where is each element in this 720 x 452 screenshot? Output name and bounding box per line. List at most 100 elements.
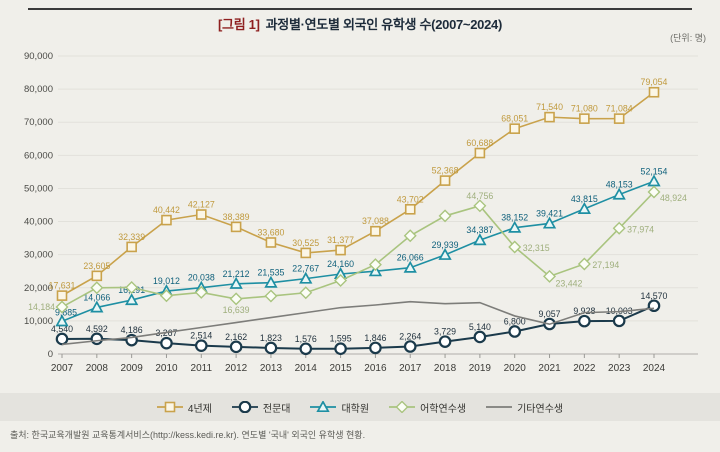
- data-label: 31,377: [327, 235, 354, 245]
- figure-title-text: 과정별·연도별 외국인 유학생 수(2007~2024): [265, 17, 503, 32]
- series-marker-대학원: [542, 216, 557, 229]
- x-axis-tick-label: 2019: [469, 363, 492, 374]
- data-label: 23,442: [556, 278, 583, 288]
- x-axis-tick-label: 2024: [643, 363, 666, 374]
- series-marker-4년제: [91, 270, 103, 282]
- data-label: 9,885: [55, 307, 77, 317]
- series-marker-대학원: [264, 275, 278, 288]
- legend-label: 대학원: [341, 403, 370, 415]
- series-marker-전문대: [508, 325, 522, 338]
- series-marker-어학연수생: [299, 286, 313, 300]
- series-line-4년제: [61, 91, 655, 297]
- series-marker-대학원: [508, 220, 522, 233]
- series-marker-대학원: [473, 233, 487, 246]
- data-label: 32,315: [523, 243, 550, 253]
- series-marker-전문대: [264, 341, 278, 355]
- legend-label: 어학연수생: [420, 403, 467, 415]
- series-marker-어학연수생: [508, 240, 522, 254]
- legend-item-대학원: 대학원: [310, 400, 369, 415]
- series-marker-4년제: [648, 86, 660, 98]
- series-marker-대학원: [55, 314, 69, 327]
- series-marker-전문대: [473, 330, 487, 344]
- series-marker-4년제: [370, 225, 381, 237]
- series-marker-대학원: [647, 174, 661, 187]
- series-marker-어학연수생: [403, 229, 417, 243]
- series-marker-전문대: [229, 340, 243, 354]
- x-axis-tick-label: 2018: [434, 363, 457, 374]
- data-label: 40,442: [153, 205, 180, 215]
- legend-item-전문대: 전문대: [231, 400, 290, 415]
- data-label: 2,514: [190, 331, 212, 341]
- series-marker-4년제: [439, 175, 451, 186]
- x-axis-tick-label: 2015: [329, 363, 352, 374]
- data-label: 4,186: [121, 325, 143, 335]
- y-axis-tick-label: 20,000: [24, 283, 53, 294]
- series-marker-4년제: [613, 113, 625, 124]
- series-marker-어학연수생: [90, 281, 104, 295]
- data-label: 60,688: [466, 138, 493, 148]
- data-label: 19,012: [153, 276, 180, 286]
- series-marker-전문대: [90, 332, 104, 346]
- x-axis-tick-label: 2008: [86, 363, 109, 374]
- series-marker-대학원: [125, 293, 139, 306]
- data-label: 3,729: [434, 327, 456, 337]
- legend-marker-circle: [231, 401, 258, 413]
- series-line-어학연수생: [61, 191, 655, 308]
- series-marker-어학연수생: [543, 269, 557, 283]
- data-label: 42,127: [188, 200, 215, 210]
- data-label: 1,576: [295, 334, 317, 344]
- series-marker-전문대: [578, 314, 591, 328]
- series-marker-4년제: [404, 203, 416, 215]
- series-marker-어학연수생: [612, 221, 626, 235]
- data-label: 52,368: [432, 166, 459, 176]
- data-label: 71,540: [536, 102, 563, 112]
- data-label: 4,540: [51, 324, 73, 334]
- series-marker-4년제: [509, 123, 521, 134]
- series-line-전문대: [61, 304, 655, 350]
- series-marker-어학연수생: [264, 289, 278, 303]
- series-marker-4년제: [126, 241, 137, 253]
- series-marker-대학원: [438, 247, 452, 260]
- legend-marker-triangle: [310, 401, 337, 413]
- data-label: 14,570: [641, 291, 668, 301]
- series-marker-4년제: [195, 209, 207, 220]
- x-axis-tick-label: 2016: [364, 363, 387, 374]
- data-label: 34,387: [466, 225, 493, 235]
- series-marker-4년제: [335, 244, 346, 256]
- series-marker-전문대: [299, 342, 313, 356]
- data-label: 43,702: [397, 194, 424, 204]
- series-marker-전문대: [612, 314, 626, 328]
- data-label: 37,088: [362, 216, 389, 226]
- data-label: 23,605: [83, 261, 110, 271]
- data-label: 21,535: [257, 268, 284, 278]
- series-line-기타연수생: [61, 300, 655, 346]
- series-marker-대학원: [403, 260, 417, 273]
- y-axis-tick-label: 30,000: [24, 250, 53, 261]
- data-label: 48,153: [606, 180, 633, 190]
- series-marker-전문대: [194, 339, 208, 352]
- y-axis-tick-label: 70,000: [24, 117, 53, 128]
- data-label: 21,212: [223, 269, 250, 279]
- series-marker-어학연수생: [229, 292, 243, 306]
- legend-item-4년제: 4년제: [156, 400, 212, 415]
- figure-number-tag: [그림 1]: [218, 17, 260, 32]
- y-axis-tick-label: 80,000: [24, 84, 53, 95]
- series-marker-어학연수생: [159, 289, 173, 303]
- data-label: 26,066: [397, 253, 424, 263]
- series-marker-어학연수생: [194, 285, 208, 299]
- data-label: 16,639: [223, 305, 250, 315]
- data-label: 14,184: [28, 302, 55, 312]
- legend-label: 기타연수생: [517, 403, 564, 415]
- data-label: 37,974: [627, 224, 654, 234]
- series-marker-어학연수생: [55, 300, 69, 314]
- x-axis-tick-label: 2017: [399, 363, 422, 374]
- data-label: 5,140: [469, 322, 491, 332]
- unit-label: (단위: 명): [670, 33, 706, 43]
- data-label: 38,389: [223, 212, 250, 222]
- x-axis-tick-label: 2009: [121, 363, 144, 374]
- y-axis-tick-label: 40,000: [24, 217, 53, 228]
- series-marker-4년제: [544, 111, 555, 123]
- x-axis-tick-label: 2020: [504, 363, 527, 374]
- data-label: 39,421: [536, 208, 563, 218]
